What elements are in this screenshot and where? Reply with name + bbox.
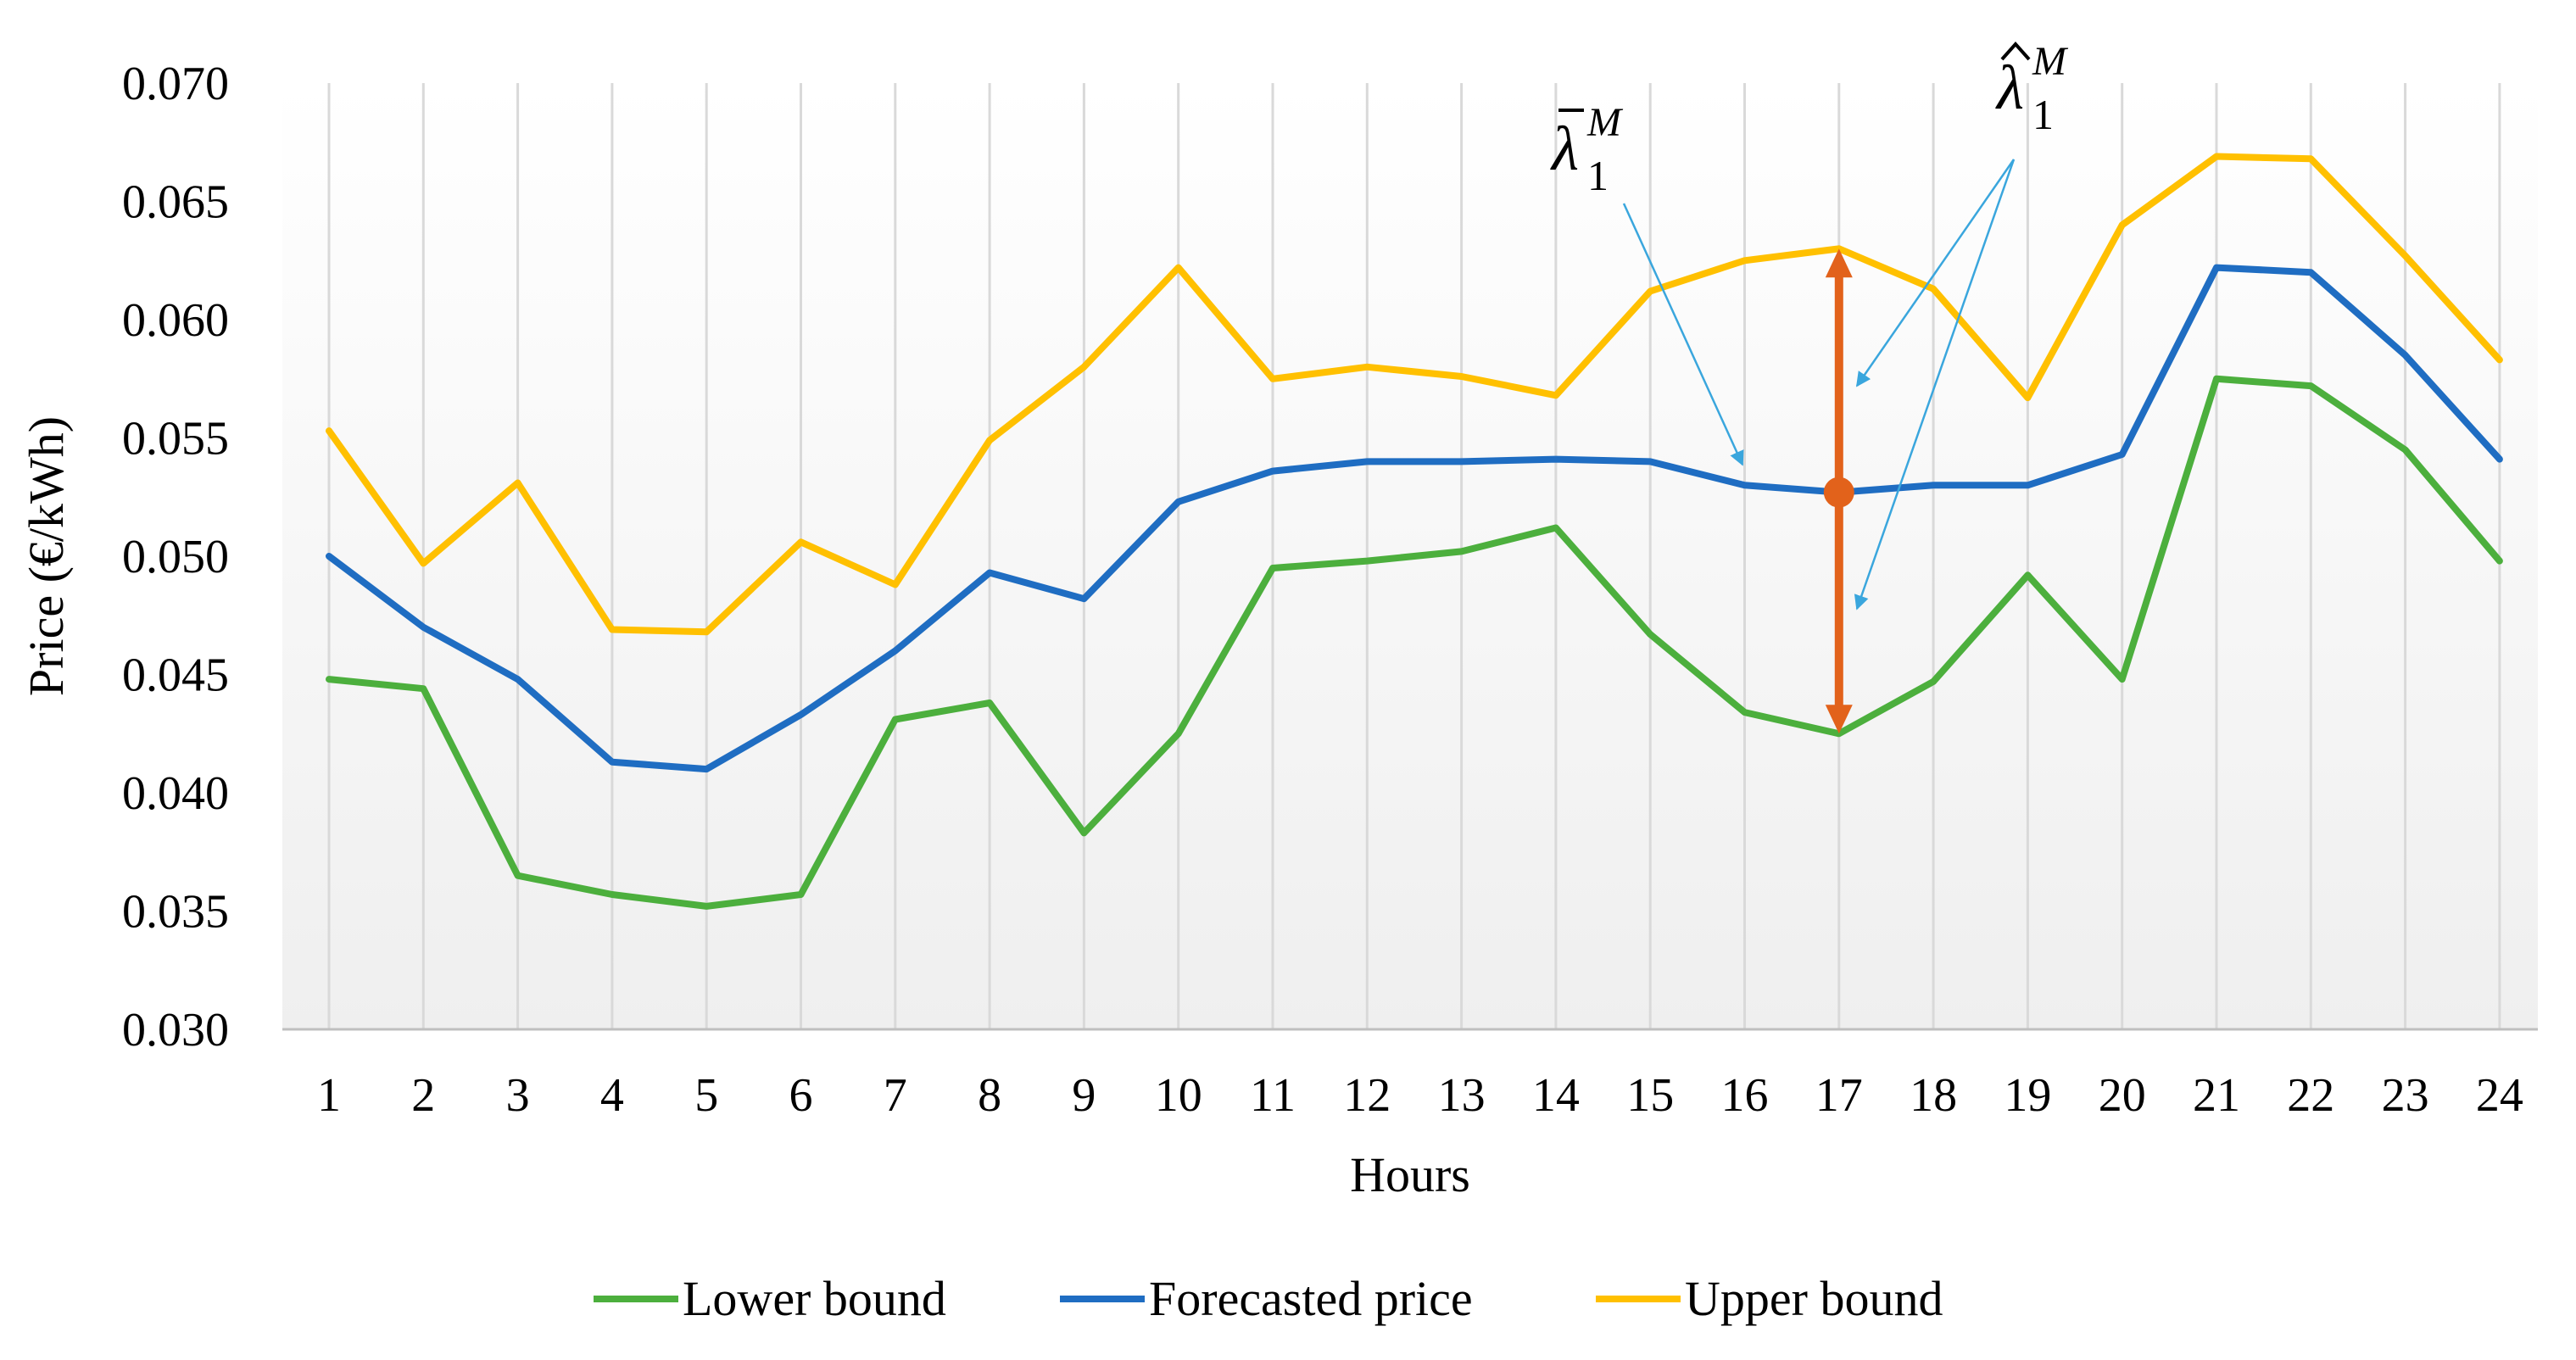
label-base: λ (1995, 53, 2024, 123)
x-axis-ticks: 1 2 3 4 5 6 7 8 9 10 11 12 13 14 15 16 17 18 19 20 21 22 23 24 (317, 1069, 2523, 1122)
x-tick-label: 21 (2193, 1069, 2240, 1122)
y-axis-ticks: 0.030 0.035 0.040 0.045 0.050 0.055 0.060 0.065… (122, 58, 229, 1056)
x-tick-label: 20 (2099, 1069, 2146, 1122)
x-tick-label: 18 (1910, 1069, 1957, 1122)
label-superscript: M (1586, 100, 1624, 145)
series-line-lower-bound (326, 375, 2503, 910)
x-tick-label: 15 (1626, 1069, 1674, 1122)
label-base: λ (1550, 114, 1579, 184)
legend-label-lower-bound: Lower bound (683, 1271, 946, 1326)
range-arrowhead-top (1825, 248, 1853, 278)
x-tick-label: 13 (1438, 1069, 1486, 1122)
x-tick-label: 4 (600, 1069, 624, 1122)
series-line-upper-bound (326, 153, 2503, 636)
x-tick-label: 7 (884, 1069, 907, 1122)
x-tick-label: 6 (789, 1069, 813, 1122)
legend-label-forecasted-price: Forecasted price (1149, 1271, 1473, 1326)
label-lambda-bar: λ 1 M (1550, 100, 1624, 199)
x-tick-label: 9 (1072, 1069, 1096, 1122)
forecast-point-marker (1823, 477, 1854, 508)
series-line-forecasted-price (326, 264, 2503, 773)
x-axis-title: Hours (1350, 1147, 1470, 1202)
y-tick-label: 0.035 (122, 886, 229, 939)
pointer-arrow-upper (1855, 159, 2016, 387)
y-tick-label: 0.055 (122, 413, 229, 465)
y-axis-title: Price (€/kWh) (19, 416, 74, 696)
y-tick-label: 0.045 (122, 649, 229, 702)
y-tick-label: 0.040 (122, 767, 229, 820)
x-tick-label: 14 (1532, 1069, 1580, 1122)
x-tick-label: 3 (506, 1069, 530, 1122)
x-tick-label: 22 (2287, 1069, 2334, 1122)
y-tick-label: 0.065 (122, 176, 229, 229)
label-subscript: 1 (1587, 152, 1609, 199)
x-tick-label: 10 (1155, 1069, 1202, 1122)
pointer-arrow-lower (1854, 159, 2016, 610)
label-lambda-hat: λ 1 M (1995, 39, 2069, 138)
annotation: λ 1M λ 1M (1550, 39, 2069, 734)
y-tick-label: 0.070 (122, 58, 229, 110)
x-tick-label: 12 (1343, 1069, 1391, 1122)
vertical-gridlines (327, 83, 2501, 1029)
x-tick-label: 24 (2476, 1069, 2523, 1122)
x-tick-label: 2 (411, 1069, 435, 1122)
x-tick-label: 11 (1250, 1069, 1296, 1122)
x-tick-label: 17 (1815, 1069, 1863, 1122)
label-subscript: 1 (2032, 91, 2054, 138)
pointer-arrow-mean (1622, 203, 1744, 466)
x-tick-label: 23 (2382, 1069, 2429, 1122)
y-tick-label: 0.030 (122, 1004, 229, 1056)
legend: Lower bound Forecasted price Upper bound (594, 1271, 1943, 1326)
x-tick-label: 8 (978, 1069, 1001, 1122)
label-hat-accent (2000, 41, 2031, 61)
label-superscript: M (2032, 39, 2069, 84)
range-arrowhead-bottom (1825, 705, 1853, 734)
x-tick-label: 19 (2004, 1069, 2051, 1122)
series-lines (326, 153, 2503, 910)
y-tick-label: 0.060 (122, 294, 229, 347)
legend-label-upper-bound: Upper bound (1685, 1271, 1943, 1326)
x-tick-label: 16 (1721, 1069, 1769, 1122)
x-tick-label: 1 (317, 1069, 341, 1122)
x-tick-label: 5 (694, 1069, 718, 1122)
y-tick-label: 0.050 (122, 531, 229, 583)
